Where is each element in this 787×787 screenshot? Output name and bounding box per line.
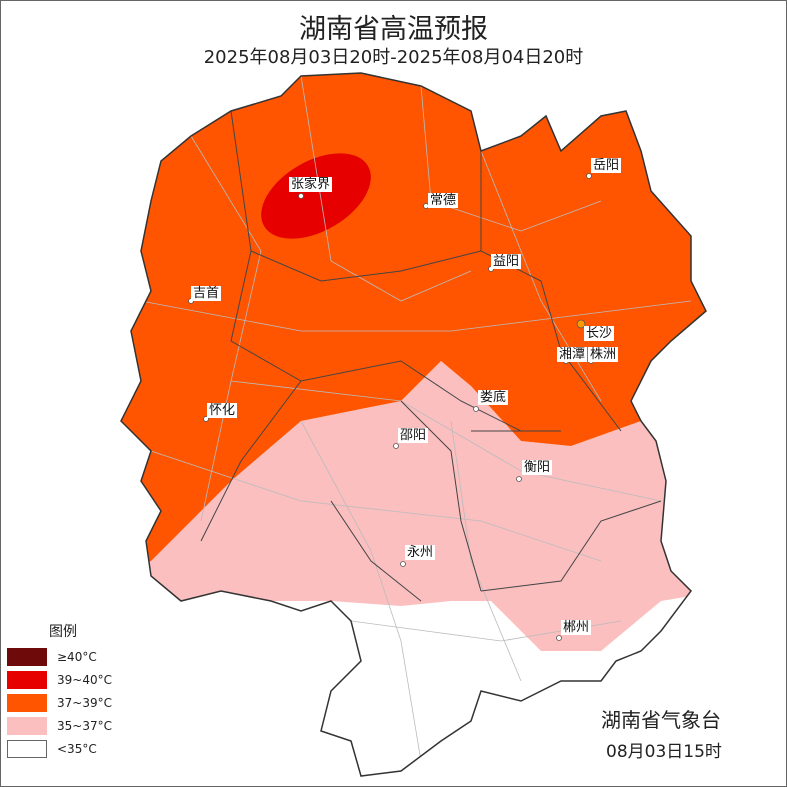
issue-time: 08月03日15时 — [606, 742, 722, 762]
city-label: 娄底 — [478, 390, 509, 405]
legend-swatch — [7, 693, 47, 712]
legend-item: 35~37°C — [7, 714, 112, 737]
city-label: 常德 — [428, 193, 459, 208]
legend-item: ≥40°C — [7, 645, 112, 668]
legend-swatch — [7, 670, 47, 689]
legend-label: 35~37°C — [57, 718, 112, 733]
legend-label: 39~40°C — [57, 672, 112, 687]
city-label: 长沙 — [584, 326, 615, 341]
legend-item: <35°C — [7, 737, 112, 760]
zone-39-40 — [261, 153, 371, 239]
legend-swatch — [7, 739, 47, 758]
city-label: 吉首 — [191, 286, 222, 301]
city-label: 益阳 — [491, 254, 522, 269]
legend-item: 37~39°C — [7, 691, 112, 714]
city-label: 岳阳 — [591, 158, 622, 173]
agency-name: 湖南省气象台 — [601, 708, 721, 732]
city-label: 衡阳 — [522, 460, 553, 475]
map-subtitle: 2025年08月03日20时-2025年08月04日20时 — [203, 47, 584, 68]
legend-swatch — [7, 647, 47, 666]
prefecture-boundaries — [200, 110, 662, 602]
map-title: 湖南省高温预报 — [299, 14, 488, 45]
city-label: 怀化 — [207, 403, 238, 418]
zone-35-37 — [121, 361, 706, 651]
province-outline — [120, 72, 707, 777]
legend-label: <35°C — [57, 741, 97, 756]
city-label: 湘潭 — [557, 347, 588, 362]
city-label: 郴州 — [561, 620, 592, 635]
city-label: 永州 — [405, 545, 436, 560]
city-label: 株洲 — [588, 347, 619, 362]
legend-label: ≥40°C — [57, 649, 97, 664]
city-label: 张家界 — [289, 177, 333, 192]
legend-title: 图例 — [49, 624, 77, 640]
legend: 图例 ≥40°C 39~40°C 37~39°C 35~37°C <35°C — [7, 621, 112, 760]
legend-label: 37~39°C — [57, 695, 112, 710]
legend-swatch — [7, 716, 47, 735]
legend-item: 39~40°C — [7, 668, 112, 691]
city-label: 邵阳 — [398, 428, 429, 443]
